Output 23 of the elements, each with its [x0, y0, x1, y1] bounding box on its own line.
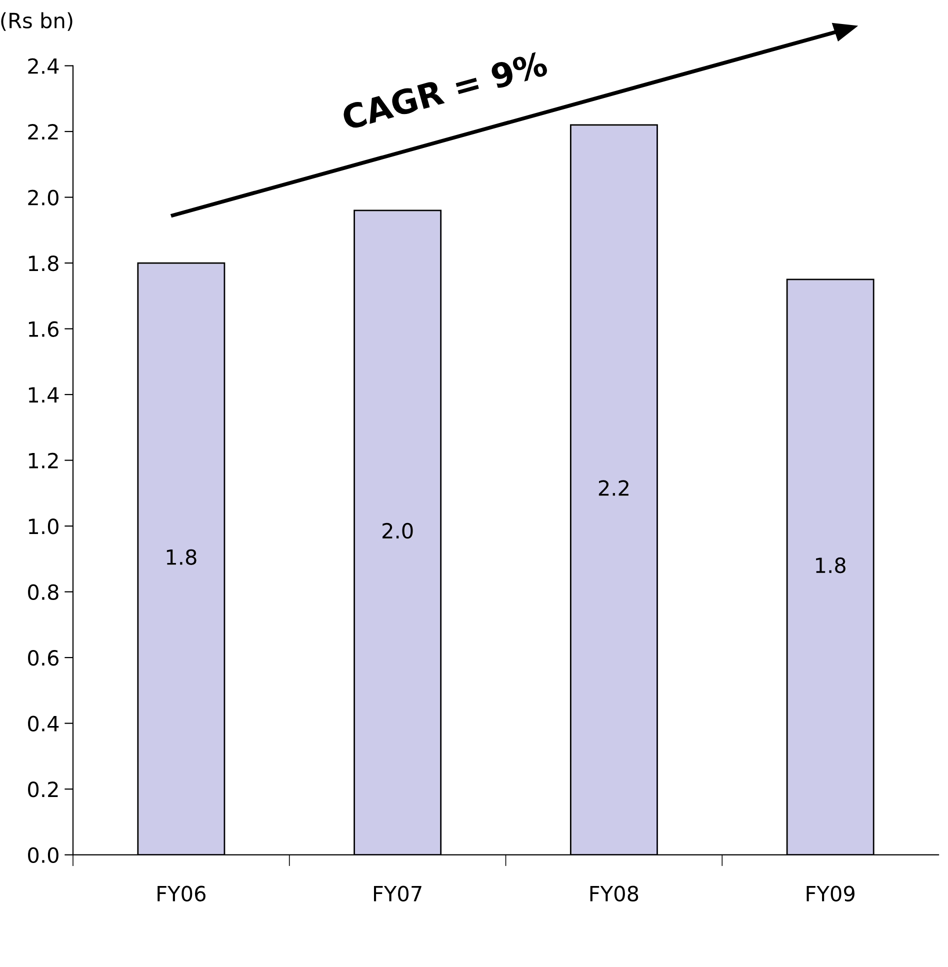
- x-tick-label: FY08: [590, 886, 638, 902]
- y-tick-label: 1.0: [28, 518, 58, 534]
- data-label: 2.0: [382, 522, 413, 539]
- x-tick-label: FY07: [374, 886, 422, 902]
- y-tick-label: 1.8: [28, 255, 58, 272]
- y-tick-label: 1.6: [28, 321, 58, 337]
- y-tick-label: 2.4: [28, 58, 59, 74]
- data-label: 1.8: [816, 557, 846, 574]
- annotation: CAGR = 9%: [340, 50, 548, 130]
- y-tick-label: 0.4: [28, 716, 59, 732]
- y-tick-label: 1.4: [28, 387, 59, 402]
- y-tick-label: 1.2: [28, 452, 58, 468]
- data-label: 1.8: [166, 549, 196, 565]
- y-tick-label: 0.0: [28, 847, 58, 864]
- y-tick-label: 0.8: [28, 584, 58, 600]
- y-axis-title: (Rs bn): [1, 12, 72, 31]
- x-tick-label: FY06: [158, 886, 206, 902]
- y-tick-label: 2.0: [28, 190, 58, 206]
- y-tick-label: 2.2: [28, 124, 58, 140]
- x-tick-label: FY09: [806, 886, 854, 902]
- y-tick-label: 0.2: [28, 782, 58, 798]
- data-label: 2.2: [598, 480, 628, 496]
- y-tick-label: 0.6: [28, 650, 58, 666]
